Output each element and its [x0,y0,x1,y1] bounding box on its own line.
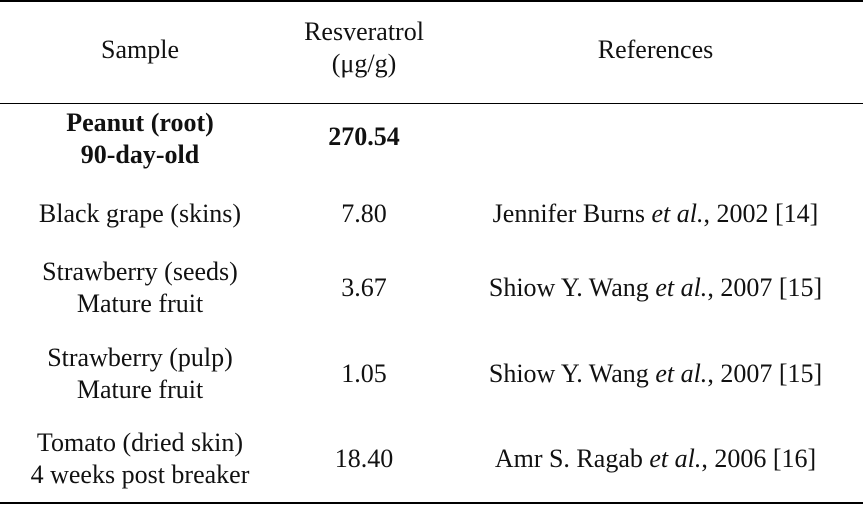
row-4-sample: Tomato (dried skin) 4 weeks post breaker [30,428,250,489]
header-sample: Sample [101,35,179,64]
table-header-rule [0,103,863,104]
row-2-value: 3.67 [341,273,387,302]
row-0-value: 270.54 [328,122,400,151]
header-references: References [597,35,714,64]
row-3-sample: Strawberry (pulp) Mature fruit [47,343,233,404]
row-2-sample: Strawberry (seeds) Mature fruit [42,257,238,318]
row-4-reference: Amr S. Ragab et al., 2006 [16] [494,444,817,473]
row-3-value: 1.05 [341,359,387,388]
row-1-sample: Black grape (skins) [38,199,242,228]
row-4-value: 18.40 [334,444,394,473]
row-2-reference: Shiow Y. Wang et al., 2007 [15] [488,273,823,302]
header-resveratrol: Resveratrol (μg/g) [304,17,424,78]
row-0-sample: Peanut (root) 90-day-old [66,108,214,169]
row-1-value: 7.80 [341,199,387,228]
table-bottom-rule [0,502,863,504]
table-top-rule [0,0,863,2]
row-1-reference: Jennifer Burns et al., 2002 [14] [492,199,819,228]
row-3-reference: Shiow Y. Wang et al., 2007 [15] [488,359,823,388]
